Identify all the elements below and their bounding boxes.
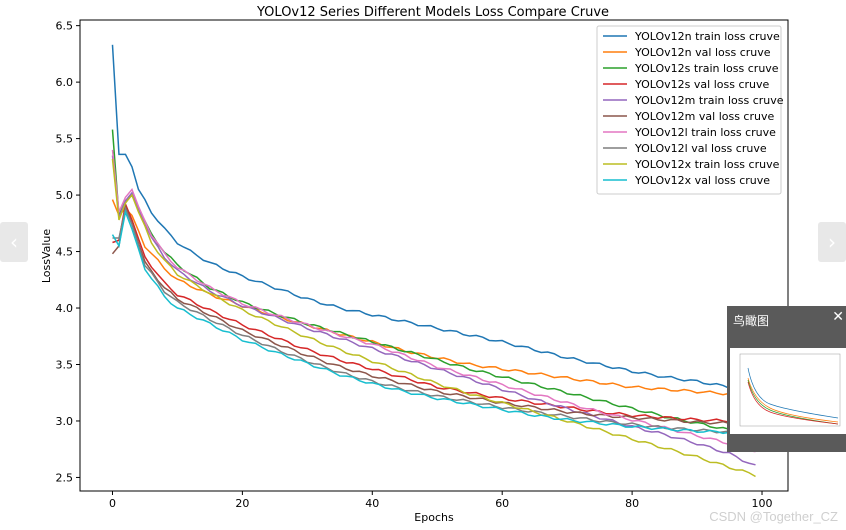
legend-label: YOLOv12s train loss cruve [634,62,779,75]
overview-panel: 鸟瞰图 ✕ [727,306,846,452]
axis-ticks: 0 20 40 60 80 100 2.5 3.0 3.5 4.0 4.5 5.0 5.5 6.0 6.5 [56,20,773,510]
y-tick-label: 4.5 [56,246,74,259]
series-lines [111,44,756,478]
close-icon[interactable]: ✕ [832,309,844,325]
legend-label: YOLOv12l val loss cruve [634,142,767,155]
overview-title: 鸟瞰图 [733,314,770,328]
y-tick-label: 5.5 [56,133,74,146]
overview-thumbnail[interactable] [730,348,846,434]
y-tick-label: 3.5 [56,358,74,371]
y-tick-label: 6.5 [56,20,74,33]
series-line [111,155,756,466]
overview-thumbnail-chart [739,353,841,427]
legend-label: YOLOv12n train loss cruve [634,30,780,43]
y-tick-label: 4.0 [56,302,74,315]
x-tick-label: 60 [495,497,509,510]
y-tick-label: 5.0 [56,189,74,202]
x-tick-label: 100 [752,497,773,510]
series-line [111,158,756,478]
y-tick-label: 6.0 [56,76,74,89]
legend-label: YOLOv12l train loss cruve [634,126,776,139]
series-line [112,206,756,436]
series-line [111,129,756,439]
x-axis-label: Epochs [414,511,454,524]
y-tick-label: 2.5 [56,471,74,484]
legend: YOLOv12n train loss cruve YOLOv12n val lo… [596,25,784,195]
legend-label: YOLOv12m val loss cruve [634,110,774,123]
series-line [111,203,756,426]
legend-label: YOLOv12m train loss cruve [634,94,784,107]
legend-label: YOLOv12x val loss cruve [634,174,770,187]
chevron-left-icon: ‹ [10,230,18,254]
x-tick-label: 20 [235,497,249,510]
plot-frame [79,19,789,492]
x-tick-label: 0 [109,497,116,510]
y-axis-label: LossValue [40,229,53,284]
prev-arrow-button[interactable]: ‹ [0,222,28,262]
legend-box [596,25,782,195]
series-line [111,149,756,453]
x-tick-label: 80 [625,497,639,510]
series-line [111,44,756,395]
legend-label: YOLOv12x train loss cruve [634,158,780,171]
y-tick-label: 3.0 [56,415,74,428]
chevron-right-icon: › [828,230,836,254]
series-line [112,201,756,424]
legend-label: YOLOv12s val loss cruve [634,78,770,91]
legend-label: YOLOv12n val loss cruve [634,46,771,59]
watermark: CSDN @Together_CZ [709,509,838,524]
next-arrow-button[interactable]: › [818,222,846,262]
chart-title: YOLOv12 Series Different Models Loss Com… [256,5,609,20]
x-tick-label: 40 [365,497,379,510]
series-line [111,209,756,436]
